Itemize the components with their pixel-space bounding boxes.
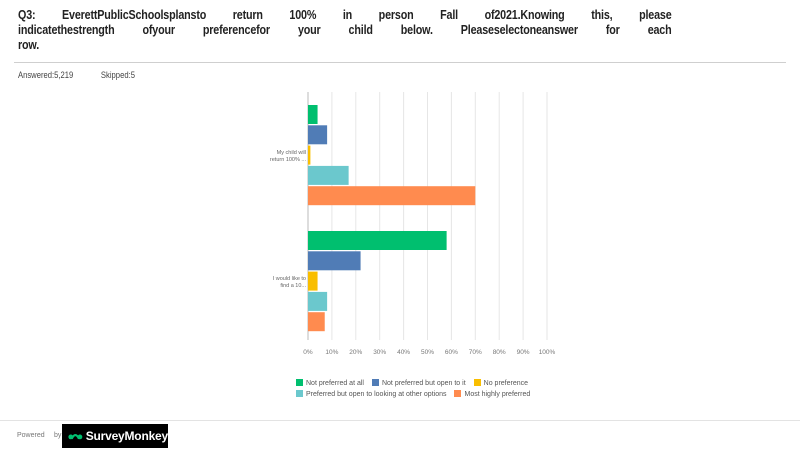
legend-swatch [296, 390, 303, 397]
question-word: 100% [289, 8, 317, 22]
bar [308, 291, 328, 311]
x-tick-label: 30% [373, 349, 386, 356]
bar-chart: 0% 10% 20% 30% 40% 50% 60% 70% 80% 90% 100% My chil… [270, 92, 556, 356]
legend-swatch [296, 379, 303, 386]
question-word: person [378, 8, 414, 22]
legend-label: Preferred but open to looking at other o… [306, 391, 447, 398]
surveymonkey-logo[interactable]: SurveyMonkey [62, 424, 168, 448]
bar [308, 186, 476, 206]
legend-swatch [454, 390, 462, 397]
powered-label: Powered [17, 432, 45, 439]
question-word: in [342, 8, 353, 22]
question-title: Q3: EverettPublicSchoolsplansto return 100%… [18, 8, 672, 53]
x-tick-label: 70% [469, 349, 482, 356]
x-tick-label: 100% [539, 349, 556, 356]
question-word: Q3: [18, 8, 36, 22]
legend-row: Not preferred at all Not preferred but op… [296, 378, 538, 389]
x-tick-label: 90% [517, 349, 530, 356]
question-word: EverettPublicSchoolsplansto [62, 8, 207, 22]
bar [308, 251, 361, 271]
bar [308, 165, 349, 185]
legend-swatch [371, 379, 379, 386]
x-tick-label: 40% [397, 349, 410, 356]
question-word: each [647, 23, 672, 37]
question-word: your [297, 23, 321, 37]
question-line: row. [18, 38, 52, 53]
question-word: ofyour [142, 23, 175, 37]
x-tick-label: 60% [445, 349, 458, 356]
answered-count: Answered:5,219 [18, 70, 74, 80]
x-tick-label: 20% [349, 349, 362, 356]
question-word: for [605, 23, 620, 37]
x-tick-label: 50% [421, 349, 434, 356]
category-label: return 100% ... [270, 157, 307, 163]
skipped-count: Skipped:5 [100, 70, 135, 80]
x-tick-label: 80% [493, 349, 506, 356]
legend-item: Not preferred at all [296, 378, 364, 389]
question-word: return [232, 8, 263, 22]
question-word: Fall [440, 8, 458, 22]
legend-item: Preferred but open to looking at other o… [296, 389, 446, 400]
bar [308, 312, 325, 332]
chart-legend: Not preferred at all Not preferred but op… [296, 378, 538, 400]
legend-label: Not preferred but open to it [381, 380, 466, 387]
x-tick-label: 0% [303, 349, 313, 356]
legend-label: Most highly preferred [464, 391, 531, 398]
question-line: Q3: EverettPublicSchoolsplansto return 100%… [18, 8, 672, 23]
question-word: please [639, 8, 672, 22]
bar [308, 145, 311, 165]
legend-item: Most highly preferred [454, 389, 530, 400]
legend-row: Preferred but open to looking at other o… [296, 389, 538, 400]
question-word: indicatethestrength [18, 23, 115, 37]
legend-item: No preference [473, 378, 529, 389]
question-word: Pleaseselectoneanswer [460, 23, 578, 37]
question-word: this, [591, 8, 613, 22]
question-word: child [348, 23, 373, 37]
footer-divider [0, 420, 800, 421]
bar [308, 105, 318, 124]
bar [308, 231, 447, 250]
question-line: indicatethestrength ofyour preferencefor yo… [18, 23, 672, 38]
question-word: of2021.Knowing [484, 8, 565, 22]
legend-swatch [473, 379, 481, 386]
category-label: I would like to [273, 276, 306, 282]
question-word: below. [400, 23, 433, 37]
legend-item: Not preferred but open to it [371, 378, 466, 389]
legend-label: Not preferred at all [306, 380, 364, 387]
brand-name: SurveyMonkey [85, 429, 169, 443]
category-label: My child will [277, 150, 306, 156]
monkey-icon [68, 434, 83, 440]
divider [14, 62, 786, 63]
by-label: by [54, 432, 62, 439]
bar [308, 271, 318, 291]
response-stats: Answered:5,219 Skipped:5 [18, 70, 160, 80]
category-label: find a 10... [280, 283, 306, 289]
question-word: preferencefor [202, 23, 270, 37]
question-word: row. [18, 38, 40, 52]
legend-label: No preference [483, 380, 529, 387]
bar [308, 125, 328, 145]
x-tick-label: 10% [325, 349, 338, 356]
